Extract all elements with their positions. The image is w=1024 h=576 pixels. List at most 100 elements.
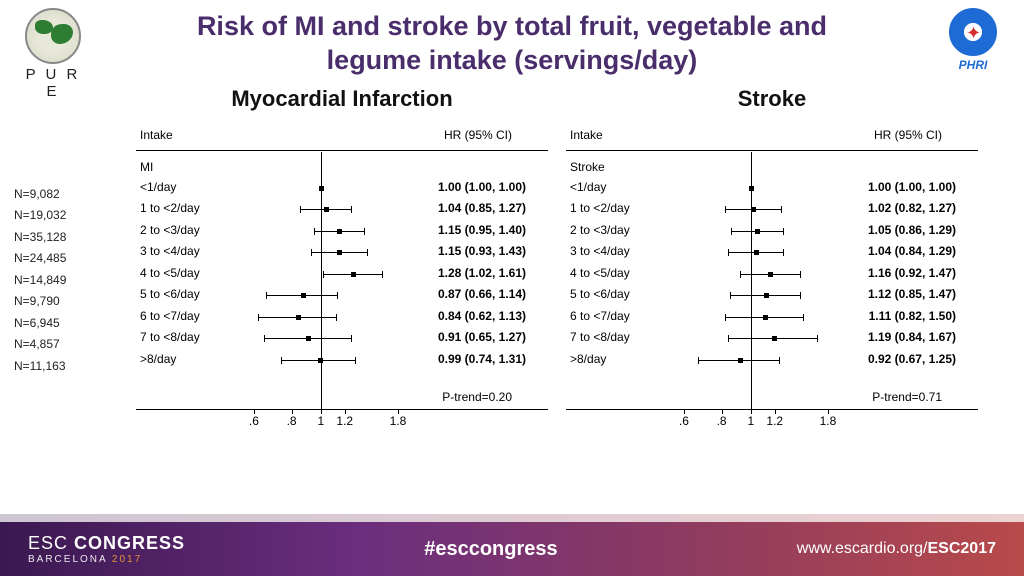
point-estimate (738, 358, 743, 363)
row-value: 1.15 (0.95, 1.40) (438, 223, 526, 237)
row-label: 2 to <3/day (140, 223, 200, 237)
phri-icon (949, 8, 997, 56)
page-title: Risk of MI and stroke by total fruit, ve… (0, 0, 1024, 78)
row-value: 1.02 (0.82, 1.27) (868, 201, 956, 215)
point-estimate (764, 293, 769, 298)
axis-area (660, 122, 835, 462)
n-value: N=11,163 (14, 356, 66, 378)
point-estimate (768, 272, 773, 277)
footer-url: www.escardio.org/ESC2017 (797, 540, 996, 558)
footer-year: 2017 (112, 554, 142, 565)
panel-mi: Myocardial Infarction Intake HR (95% CI) M… (132, 86, 552, 462)
x-axis: .6 .8 1 1.2 1.8 (230, 414, 405, 434)
footer-hashtag: #esccongress (185, 538, 797, 561)
forest-plot-stroke: Intake HR (95% CI) Stroke <1/day 1.00 (1.00,… (562, 122, 982, 462)
n-value: N=19,032 (14, 205, 66, 227)
row-label: >8/day (570, 352, 606, 366)
row-value: 0.87 (0.66, 1.14) (438, 287, 526, 301)
row-label: 1 to <2/day (140, 201, 200, 215)
point-estimate (296, 315, 301, 320)
n-column: N=9,082N=19,032N=35,128N=24,485N=14,849N… (14, 184, 66, 378)
point-estimate (754, 250, 759, 255)
n-value: N=6,945 (14, 313, 66, 335)
panel-stroke-title: Stroke (562, 86, 982, 112)
row-label: 6 to <7/day (570, 309, 630, 323)
n-value: N=4,857 (14, 334, 66, 356)
footer-city: BARCELONA (28, 554, 107, 565)
point-estimate (319, 186, 324, 191)
p-trend: P-trend=0.20 (442, 390, 512, 404)
title-line1: Risk of MI and stroke by total fruit, ve… (197, 11, 827, 41)
x-label: .8 (717, 414, 727, 428)
group-label: MI (140, 160, 153, 174)
header-hr: HR (95% CI) (874, 128, 942, 142)
x-label: 1 (748, 414, 755, 428)
point-estimate (337, 229, 342, 234)
footer-congress: CONGRESS (74, 533, 185, 553)
row-label: 3 to <4/day (570, 244, 630, 258)
row-label: 5 to <6/day (570, 287, 630, 301)
n-value: N=14,849 (14, 270, 66, 292)
row-label: 3 to <4/day (140, 244, 200, 258)
header-hr: HR (95% CI) (444, 128, 512, 142)
point-estimate (301, 293, 306, 298)
row-value: 1.19 (0.84, 1.67) (868, 330, 956, 344)
phri-label: PHRI (940, 58, 1006, 72)
row-value: 1.04 (0.84, 1.29) (868, 244, 956, 258)
header-intake: Intake (570, 128, 603, 142)
charts-container: N=9,082N=19,032N=35,128N=24,485N=14,849N… (0, 86, 1024, 462)
p-trend: P-trend=0.71 (872, 390, 942, 404)
n-value: N=24,485 (14, 248, 66, 270)
row-value: 0.91 (0.65, 1.27) (438, 330, 526, 344)
row-value: 1.12 (0.85, 1.47) (868, 287, 956, 301)
row-value: 1.05 (0.86, 1.29) (868, 223, 956, 237)
row-label: 4 to <5/day (570, 266, 630, 280)
n-value: N=9,790 (14, 291, 66, 313)
row-label: 7 to <8/day (140, 330, 200, 344)
point-estimate (306, 336, 311, 341)
x-label: 1 (318, 414, 325, 428)
header-intake: Intake (140, 128, 173, 142)
x-label: .6 (679, 414, 689, 428)
title-line2: legume intake (servings/day) (327, 45, 698, 75)
x-label: 1.2 (336, 414, 353, 428)
row-value: 0.92 (0.67, 1.25) (868, 352, 956, 366)
axis-area (230, 122, 405, 462)
row-value: 1.11 (0.82, 1.50) (869, 309, 956, 323)
row-value: 1.00 (1.00, 1.00) (438, 180, 526, 194)
x-label: 1.8 (390, 414, 407, 428)
x-label: 1.8 (820, 414, 837, 428)
globe-icon (25, 8, 81, 64)
n-value: N=35,128 (14, 227, 66, 249)
row-value: 0.84 (0.62, 1.13) (438, 309, 526, 323)
row-value: 1.16 (0.92, 1.47) (868, 266, 956, 280)
panel-mi-title: Myocardial Infarction (132, 86, 552, 112)
point-estimate (324, 207, 329, 212)
row-label: 4 to <5/day (140, 266, 200, 280)
point-estimate (755, 229, 760, 234)
x-axis: .6 .8 1 1.2 1.8 (660, 414, 835, 434)
group-label: Stroke (570, 160, 605, 174)
row-value: 1.28 (1.02, 1.61) (438, 266, 526, 280)
x-label: .6 (249, 414, 259, 428)
row-label: <1/day (570, 180, 606, 194)
x-label: 1.2 (766, 414, 783, 428)
row-value: 1.04 (0.85, 1.27) (438, 201, 526, 215)
n-value: N=9,082 (14, 184, 66, 206)
row-label: >8/day (140, 352, 176, 366)
row-value: 1.00 (1.00, 1.00) (868, 180, 956, 194)
row-label: <1/day (140, 180, 176, 194)
row-label: 1 to <2/day (570, 201, 630, 215)
point-estimate (337, 250, 342, 255)
row-label: 6 to <7/day (140, 309, 200, 323)
panel-stroke: Stroke Intake HR (95% CI) Stroke <1/day 1.00… (562, 86, 982, 462)
x-label: .8 (287, 414, 297, 428)
phri-logo: PHRI (940, 8, 1006, 72)
row-value: 0.99 (0.74, 1.31) (438, 352, 526, 366)
forest-plot-mi: Intake HR (95% CI) MI <1/day 1.00 (1.00, 1.0… (132, 122, 552, 462)
footer-brand: ESC CONGRESS BARCELONA 2017 (28, 533, 185, 565)
row-label: 7 to <8/day (570, 330, 630, 344)
point-estimate (351, 272, 356, 277)
row-label: 2 to <3/day (570, 223, 630, 237)
row-label: 5 to <6/day (140, 287, 200, 301)
